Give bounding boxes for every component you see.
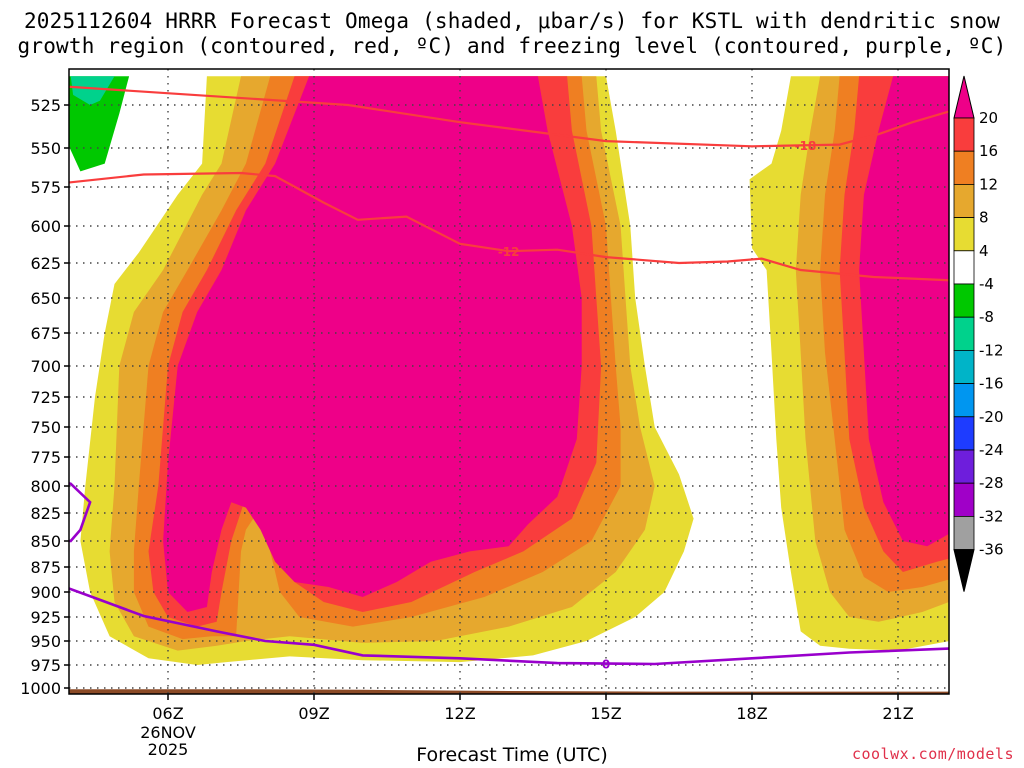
- colorbar-swatch: [953, 349, 975, 384]
- colorbar-label: -36: [979, 541, 1004, 559]
- colorbar-label: 12: [979, 175, 998, 193]
- plot-border: [68, 68, 950, 695]
- y-tick-label: 525: [30, 96, 61, 115]
- colorbar-swatch: [953, 217, 975, 252]
- chart-title-line1: 2025112604 HRRR Forecast Omega (shaded, …: [23, 9, 1001, 33]
- colorbar-swatch: [953, 150, 975, 185]
- colorbar-label: -28: [979, 474, 1004, 492]
- contour-dendritic-18: [69, 85, 949, 148]
- colorbar-label: 16: [979, 142, 998, 160]
- colorbar-bottom-arrow: [953, 549, 975, 592]
- y-tick-label: 700: [30, 357, 61, 376]
- colorbar-swatch: [953, 516, 975, 551]
- colorbar-swatch: [953, 117, 975, 152]
- y-tick-label: 750: [30, 418, 61, 437]
- contour-dendritic-12: [69, 171, 949, 282]
- y-tick-label: 575: [30, 178, 61, 197]
- colorbar-label: -16: [979, 375, 1004, 393]
- y-axis: 525 550 575 600 625 650 675 700 725 750 775 800 825 8…: [20, 96, 69, 698]
- x-tick-label: 09Z: [298, 704, 329, 723]
- contour-label-dendritic-12: -12: [498, 245, 520, 259]
- x-axis-label: Forecast Time (UTC): [416, 744, 608, 766]
- colorbar-swatch: [953, 449, 975, 484]
- colorbar-label: 4: [979, 242, 989, 260]
- x-tick-label: 06Z: [152, 704, 183, 723]
- y-tick-label: 1000: [20, 679, 61, 698]
- colorbar-label: -32: [979, 507, 1004, 525]
- contour-freezing-level-0: [69, 587, 949, 666]
- y-tick-label: 800: [30, 477, 61, 496]
- colorbar-label: 8: [979, 209, 989, 227]
- x-tick-sublabel: 26NOV: [140, 723, 196, 742]
- y-tick-label: 825: [30, 504, 61, 523]
- surface-terrain: [69, 689, 949, 694]
- colorbar-swatch: [953, 316, 975, 351]
- contour-label-freezing-level-0: 0: [602, 658, 610, 672]
- colorbar-label: -8: [979, 308, 994, 326]
- colorbar-top-arrow: [953, 75, 975, 119]
- plot-frame: [68, 68, 950, 695]
- contour-freezing-level-upper: [69, 482, 92, 543]
- colorbar-swatch: [953, 250, 975, 285]
- y-tick-label: 550: [30, 139, 61, 158]
- x-tick-sublabel: 2025: [148, 740, 189, 759]
- site-credit[interactable]: coolwx.com/models: [851, 745, 1014, 763]
- colorbar-label: -20: [979, 408, 1004, 426]
- colorbar-swatch: [953, 283, 975, 318]
- colorbar-swatch: [953, 183, 975, 218]
- omega-band-main-4: [163, 76, 582, 612]
- colorbar-swatch: [953, 482, 975, 517]
- y-tick-label: 850: [30, 532, 61, 551]
- colorbar-label: -24: [979, 441, 1004, 459]
- y-tick-label: 950: [30, 632, 61, 651]
- chart-title-line2: growth region (contoured, red, ºC) and f…: [17, 34, 1007, 58]
- colorbar-label: -12: [979, 341, 1004, 359]
- y-tick-label: 925: [30, 608, 61, 627]
- y-tick-label: 650: [30, 289, 61, 308]
- x-tick-label: 12Z: [444, 704, 475, 723]
- omega-shading: [69, 76, 949, 665]
- omega-band-late-4: [859, 76, 949, 547]
- y-tick-label: 775: [30, 448, 61, 467]
- x-tick-label: 18Z: [736, 704, 767, 723]
- surface-terrain-fill: [69, 689, 949, 694]
- x-tick-label: 21Z: [882, 704, 913, 723]
- y-tick-label: 675: [30, 324, 61, 343]
- contour-label-dendritic-18: -18: [795, 139, 817, 153]
- colorbar-swatch: [953, 416, 975, 451]
- y-tick-label: 725: [30, 388, 61, 407]
- contour-lines: -18 -12 0: [69, 85, 949, 672]
- colorbar-label: 20: [979, 109, 998, 127]
- y-tick-label: 975: [30, 656, 61, 675]
- y-tick-label: 875: [30, 558, 61, 577]
- y-tick-label: 625: [30, 254, 61, 273]
- y-tick-label: 900: [30, 583, 61, 602]
- x-tick-label: 15Z: [590, 704, 621, 723]
- colorbar-label: -4: [979, 275, 994, 293]
- omega-descent-inner: [70, 76, 115, 105]
- colorbar: 20 16 12 8 4 -4 -8 -12 -16 -20 -24 -28 -32 -36: [953, 75, 1004, 592]
- y-tick-label: 600: [30, 217, 61, 236]
- colorbar-swatch: [953, 383, 975, 418]
